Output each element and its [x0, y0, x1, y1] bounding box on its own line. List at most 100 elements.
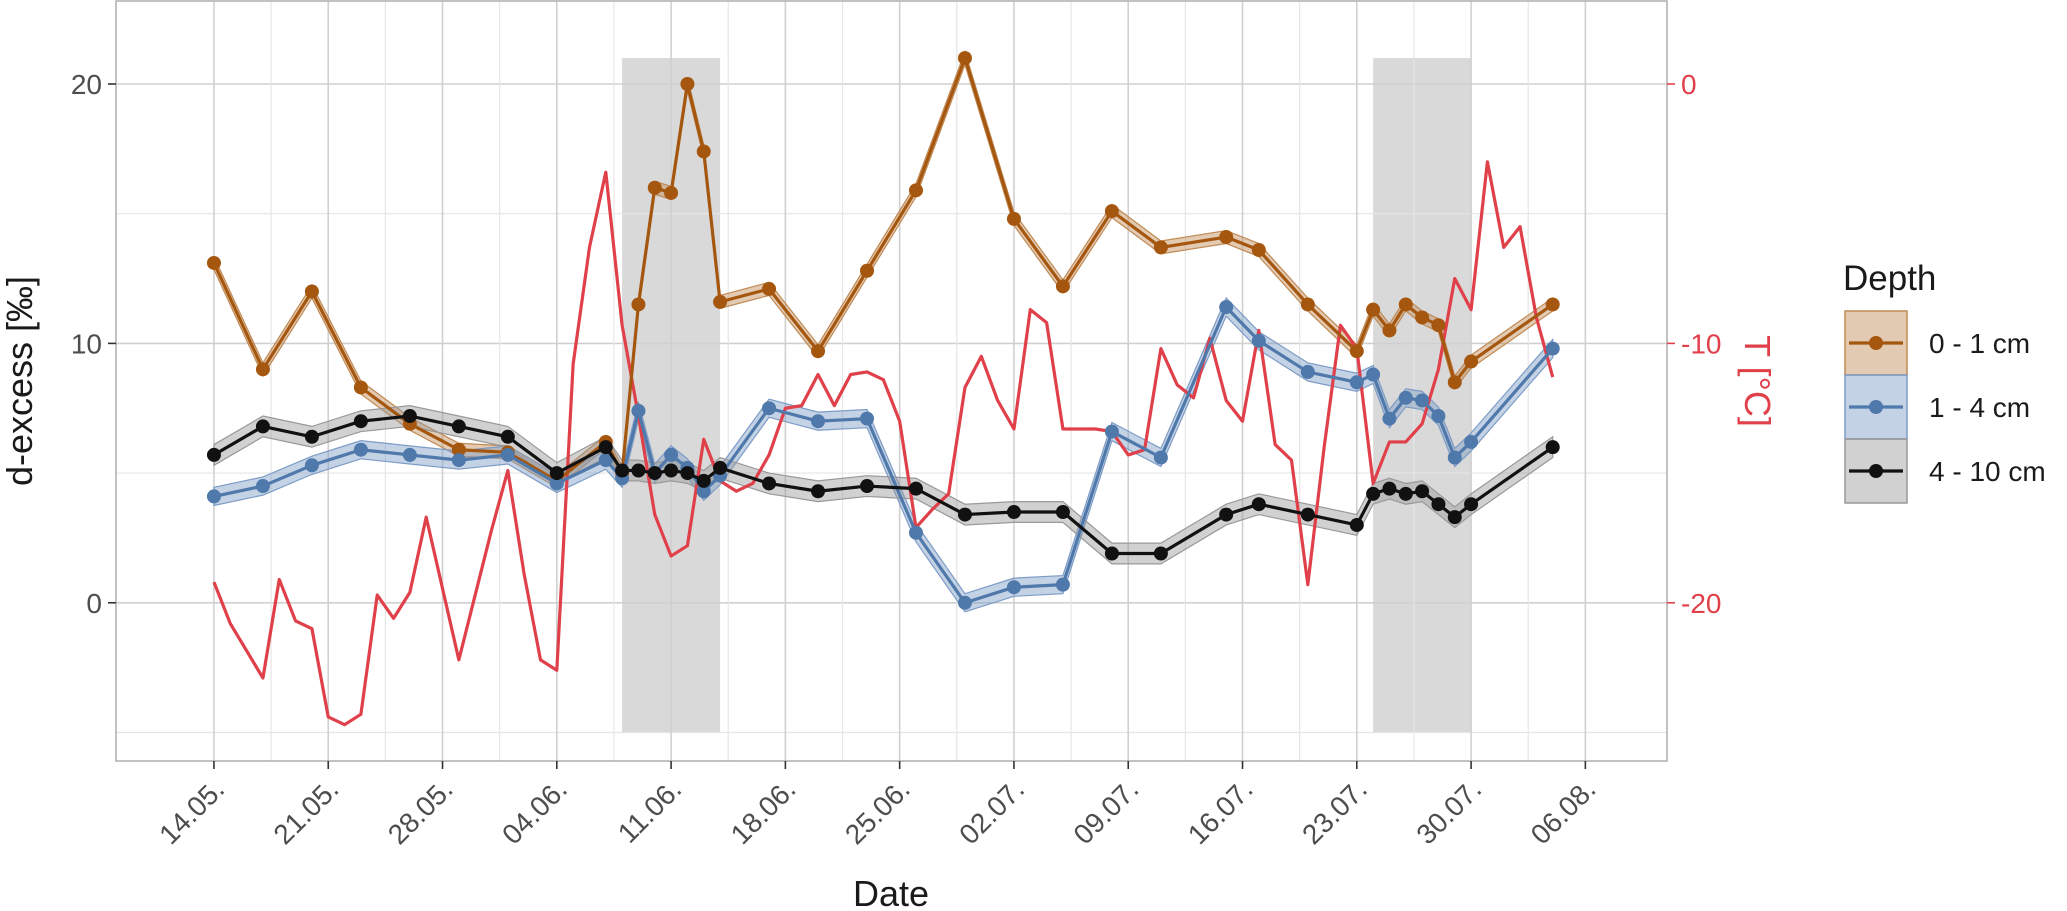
data-point-series-3: [1464, 497, 1479, 512]
data-point-series-3: [1382, 481, 1397, 496]
data-point-series-1: [451, 442, 466, 457]
data-point-series-1: [1104, 204, 1119, 219]
legend-label-2: 1 - 4 cm: [1929, 392, 2030, 423]
y-axis-right: 0 -10 -20: [1667, 69, 1721, 619]
data-point-series-1: [1431, 318, 1446, 333]
data-point-series-1: [1251, 243, 1266, 258]
data-point-series-2: [304, 458, 319, 473]
data-point-series-2: [1153, 450, 1168, 465]
x-tick-label: 28.05.: [382, 773, 459, 850]
x-tick-label: 25.06.: [839, 773, 916, 850]
data-point-series-3: [402, 409, 417, 424]
x-tick-label: 09.07.: [1067, 773, 1144, 850]
data-point-series-2: [1300, 364, 1315, 379]
data-point-series-2: [1398, 390, 1413, 405]
y-axis-title: d-excess [‰]: [0, 276, 40, 486]
data-point-series-1: [1382, 323, 1397, 338]
data-point-series-1: [811, 344, 826, 359]
data-point-series-2: [860, 411, 875, 426]
data-point-series-2: [1464, 434, 1479, 449]
data-point-series-1: [1366, 302, 1381, 317]
x-tick-label: 14.05.: [153, 773, 230, 850]
legend-key-point-1: [1869, 336, 1883, 350]
y-tick-label: 20: [71, 69, 102, 100]
data-point-series-3: [957, 507, 972, 522]
legend-key-point-2: [1869, 400, 1883, 414]
y2-axis-title: T [°C]: [1737, 335, 1778, 427]
x-tick-label: 11.06.: [612, 773, 688, 849]
data-point-series-3: [615, 463, 630, 478]
data-point-series-1: [1349, 344, 1364, 359]
data-point-series-1: [1055, 279, 1070, 294]
x-tick-label: 18.06.: [725, 773, 802, 850]
data-point-series-2: [1415, 393, 1430, 408]
data-point-series-3: [1415, 484, 1430, 499]
data-point-series-1: [1398, 297, 1413, 312]
data-point-series-1: [631, 297, 646, 312]
temperature-line: [212, 160, 1555, 727]
x-tick-label: 06.08.: [1525, 773, 1602, 850]
data-point-series-2: [1382, 411, 1397, 426]
data-point-series-3: [631, 463, 646, 478]
data-point-series-1: [1464, 354, 1479, 369]
data-point-series-3: [908, 481, 923, 496]
data-point-series-2: [1104, 424, 1119, 439]
x-tick-label: 30.07.: [1410, 773, 1487, 850]
data-point-series-1: [696, 144, 711, 159]
x-tick-label: 23.07.: [1296, 773, 1373, 850]
data-point-series-3: [713, 460, 728, 475]
data-point-series-3: [1300, 507, 1315, 522]
data-point-series-1: [1006, 211, 1021, 226]
data-point-series-3: [598, 440, 613, 455]
x-tick-label: 02.07.: [953, 773, 1030, 850]
data-point-series-2: [500, 447, 515, 462]
data-point-series-1: [353, 380, 368, 395]
grid-lines: [116, 1, 1667, 761]
data-point-series-2: [549, 476, 564, 491]
data-point-series-3: [1104, 546, 1119, 561]
data-point-series-3: [255, 419, 270, 434]
data-point-series-2: [598, 453, 613, 468]
data-point-series-2: [696, 484, 711, 499]
data-point-series-1: [255, 362, 270, 377]
data-point-series-2: [206, 489, 221, 504]
data-point-series-1: [647, 180, 662, 195]
data-point-series-2: [811, 414, 826, 429]
data-point-series-3: [1055, 504, 1070, 519]
x-tick-label: 16.07.: [1182, 773, 1259, 850]
data-point-series-3: [1153, 546, 1168, 561]
legend-title: Depth: [1843, 259, 1936, 298]
data-point-series-2: [1545, 341, 1560, 356]
data-point-series-3: [1398, 486, 1413, 501]
data-point-series-1: [1153, 240, 1168, 255]
data-point-series-1: [206, 255, 221, 270]
data-point-series-3: [353, 414, 368, 429]
y-tick-label: 10: [71, 328, 102, 359]
series-layer: [206, 49, 1560, 727]
legend-label-1: 0 - 1 cm: [1929, 328, 2030, 359]
data-point-series-2: [1447, 450, 1462, 465]
data-point-series-2: [1251, 333, 1266, 348]
legend-label-3: 4 - 10 cm: [1929, 456, 2046, 487]
data-point-series-2: [1431, 409, 1446, 424]
data-point-series-3: [1366, 486, 1381, 501]
data-point-series-2: [908, 525, 923, 540]
data-point-series-1: [304, 284, 319, 299]
data-point-series-3: [647, 466, 662, 481]
data-point-series-2: [353, 442, 368, 457]
x-tick-label: 04.06.: [496, 773, 573, 850]
data-point-series-3: [1006, 504, 1021, 519]
data-point-series-2: [1349, 375, 1364, 390]
data-point-series-1: [713, 294, 728, 309]
data-point-series-3: [1349, 517, 1364, 532]
data-point-series-3: [811, 484, 826, 499]
data-point-series-2: [1219, 300, 1234, 315]
data-point-series-3: [664, 463, 679, 478]
data-point-series-2: [1366, 367, 1381, 382]
data-point-series-2: [1006, 580, 1021, 595]
data-point-series-2: [631, 403, 646, 418]
data-point-series-2: [255, 479, 270, 494]
data-point-series-1: [1545, 297, 1560, 312]
data-point-series-3: [762, 476, 777, 491]
